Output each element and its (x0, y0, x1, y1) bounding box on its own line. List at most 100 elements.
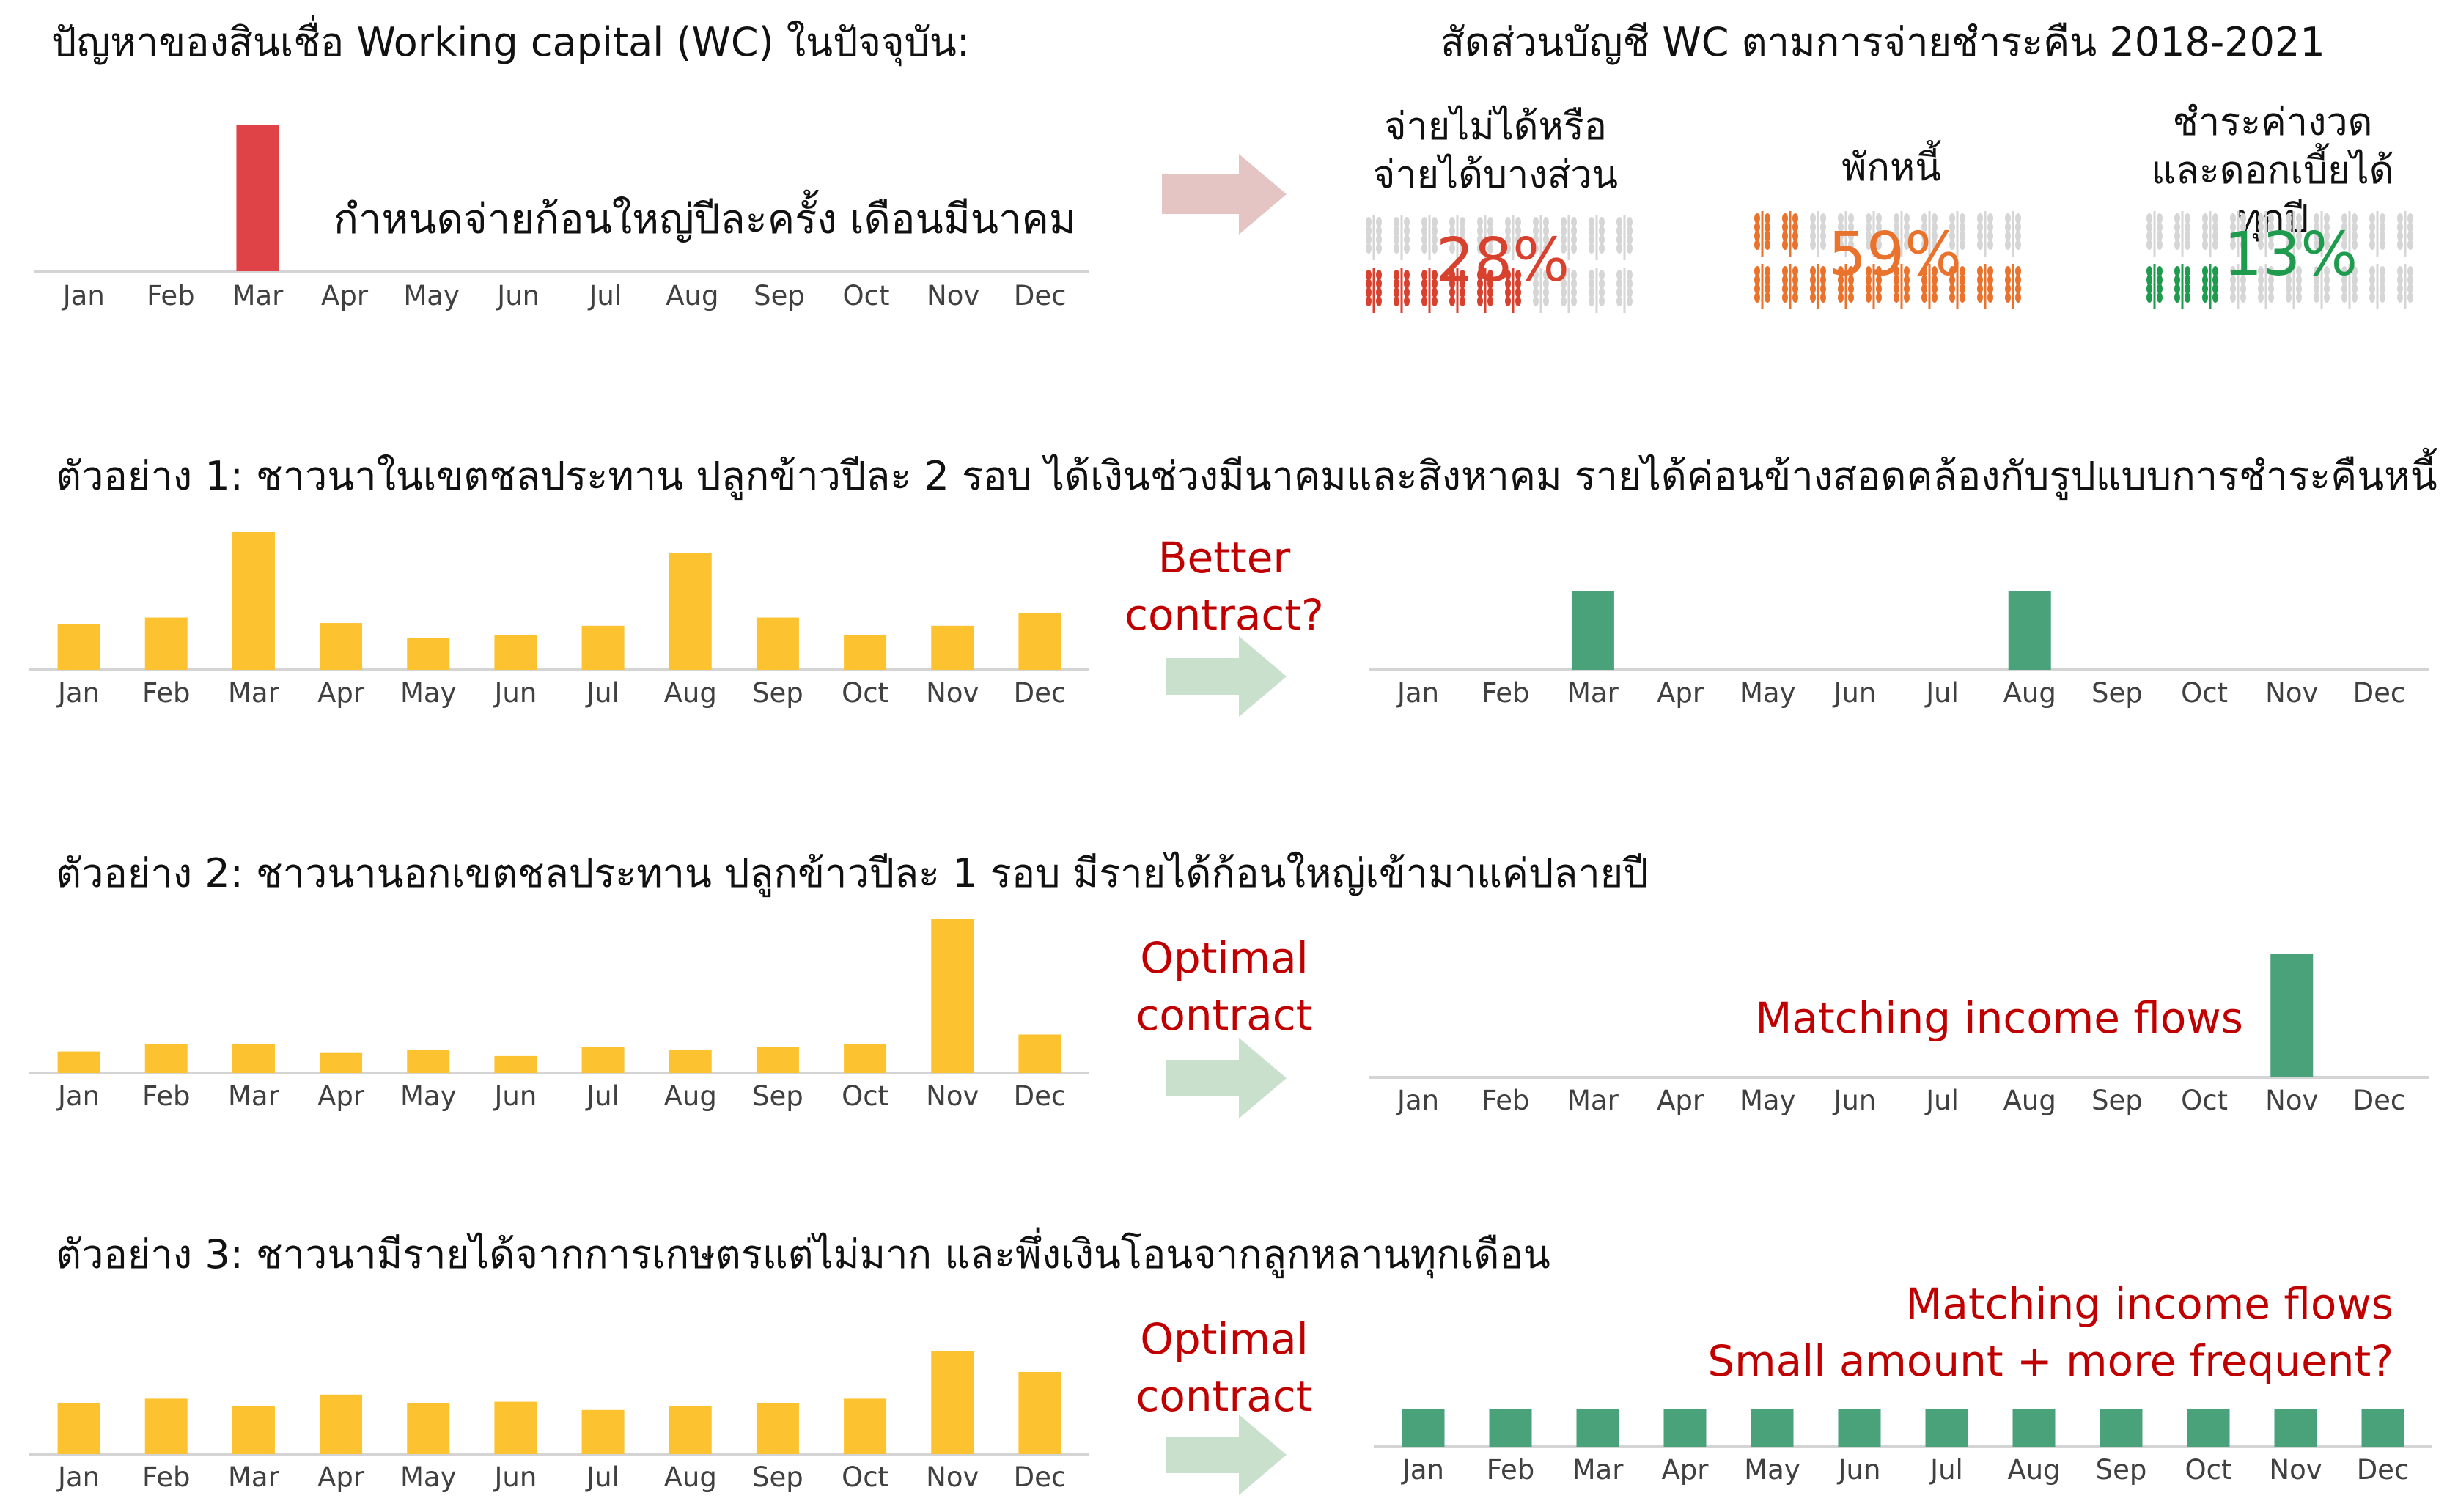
wheat-stalk-icon (2286, 264, 2302, 309)
tick-label: May (403, 280, 460, 311)
wheat-stalk-icon (1533, 268, 1549, 313)
wheat-stalk-icon (2397, 211, 2413, 257)
wheat-stalk-icon (1838, 264, 1854, 309)
bar-jun (1838, 1409, 1881, 1447)
tick-label: Apr (1657, 677, 1704, 709)
bar-aug (2012, 1409, 2056, 1447)
bar-sep (756, 1403, 799, 1454)
bar-nov (931, 1351, 974, 1454)
example3-arrow-label: Optimal contract (1136, 1314, 1313, 1421)
tick-label: May (400, 1080, 457, 1112)
tick-label: Feb (1487, 1454, 1535, 1486)
tick-label: Aug (664, 677, 717, 709)
share-wheat-icon-suspended (1754, 211, 2021, 309)
share-value-unpaid: 28% (1435, 226, 1570, 295)
bar-oct (844, 1044, 887, 1073)
tick-label: Aug (2003, 677, 2056, 709)
bar-may (407, 1050, 450, 1073)
bar-oct (844, 1398, 887, 1454)
tick-label: Nov (926, 677, 979, 709)
tick-label: Sep (2091, 1085, 2143, 1116)
tick-label: May (1740, 677, 1796, 709)
wheat-stalk-icon (1421, 215, 1438, 260)
share-wheat-icon-paid (2146, 211, 2413, 309)
wheat-stalk-icon (1894, 211, 1910, 257)
bar-mar (232, 532, 275, 670)
chart-example2-payment: Jan Feb Mar Apr May Jun Jul Aug Sep Oct Nov Dec (1369, 954, 2429, 1116)
wheat-stalk-icon (1505, 268, 1521, 313)
tick-label: Jun (493, 677, 537, 709)
tick-label: Dec (1014, 1461, 1067, 1493)
tick-label: May (1740, 1085, 1796, 1116)
tick-label: Oct (842, 1461, 888, 1493)
bar-jul (581, 1409, 625, 1454)
tick-label: Jun (1833, 677, 1877, 709)
bar-jan (57, 1051, 100, 1073)
tick-label: Jan (1396, 677, 1439, 709)
tick-label: Aug (666, 280, 718, 311)
tick-label: Mar (1567, 677, 1619, 709)
example-2-title: ตัวอย่าง 2: ชาวนานอกเขตชลประทาน ปลูกข้าว… (56, 850, 1649, 896)
tick-label: Feb (1482, 677, 1530, 709)
bar-dec (2361, 1409, 2404, 1447)
tick-label: Jun (493, 1080, 537, 1112)
bar-oct (844, 635, 887, 670)
tick-label: Jun (493, 1461, 537, 1493)
bar-sep (756, 1047, 799, 1073)
example-3-title: ตัวอย่าง 3: ชาวนามีรายได้จากการเกษตรแต่ไ… (56, 1231, 1550, 1277)
tick-label: Mar (1572, 1454, 1624, 1486)
share-title: สัดส่วนบัญชี WC ตามการจ่ายชำระคืน 2018-2… (1440, 19, 2325, 65)
chart-example1-payment: Jan Feb Mar Apr May Jun Jul Aug Sep Oct Nov Dec (1369, 591, 2429, 709)
tick-label: Apr (1657, 1085, 1704, 1116)
wheat-stalk-icon (2258, 211, 2274, 257)
share-label-unpaid: จ่ายไม่ได้หรือจ่ายได้บางส่วน (1372, 105, 1619, 197)
wheat-stalk-icon (2230, 264, 2246, 309)
bar-aug (669, 1050, 712, 1073)
bar-jun (494, 635, 537, 670)
wheat-stalk-icon (1894, 264, 1910, 309)
example3-arrow-icon (1166, 1415, 1287, 1495)
tick-label: May (400, 677, 457, 709)
tick-label: Sep (752, 677, 803, 709)
wheat-stalk-icon (2146, 264, 2163, 309)
tick-label: Jan (56, 677, 100, 709)
tick-label: Dec (2353, 677, 2406, 709)
bar-aug (669, 1406, 712, 1454)
wheat-stalk-icon (1394, 215, 1410, 260)
tick-label: Apr (321, 280, 369, 311)
problem-arrow-icon (1162, 154, 1287, 235)
tick-label: Mar (228, 1080, 280, 1112)
bar-jul (581, 625, 625, 670)
tick-label: Jan (56, 1461, 100, 1493)
bar-apr (320, 1394, 363, 1454)
bar-feb (144, 1044, 188, 1073)
wheat-stalk-icon (1921, 264, 1938, 309)
tick-label: Jul (1924, 1085, 1959, 1116)
tick-label: Oct (2185, 1454, 2232, 1486)
wheat-stalk-icon (1810, 211, 1826, 257)
wheat-stalk-icon (1949, 211, 1965, 257)
tick-label: Sep (2091, 677, 2143, 709)
payment-schedule-annotation: กำหนดจ่ายก้อนใหญ่ปีละครั้ง เดือนมีนาคม (334, 196, 1076, 243)
tick-label: Dec (1014, 280, 1067, 311)
wheat-stalk-icon (2230, 211, 2246, 257)
bar-apr (1663, 1409, 1707, 1447)
wheat-stalk-icon (1561, 268, 1577, 313)
example3-note-line-2: Small amount + more frequent? (1707, 1336, 2393, 1386)
wheat-stalk-icon (1866, 211, 1882, 257)
tick-label: Apr (317, 1461, 365, 1493)
tick-label: Jun (1833, 1085, 1877, 1116)
wheat-stalk-icon (1616, 215, 1633, 260)
bar-jul (581, 1047, 625, 1073)
wheat-stalk-icon (1477, 268, 1493, 313)
wheat-stalk-icon (1838, 211, 1854, 257)
tick-label: Jul (587, 280, 622, 311)
bar-aug (669, 553, 712, 670)
bar-dec (1018, 613, 1061, 670)
wheat-stalk-icon (2258, 264, 2274, 309)
tick-label: Aug (2007, 1454, 2060, 1486)
wheat-stalk-icon (1921, 211, 1938, 257)
tick-label: Aug (664, 1080, 717, 1112)
tick-label: Apr (317, 1080, 365, 1112)
